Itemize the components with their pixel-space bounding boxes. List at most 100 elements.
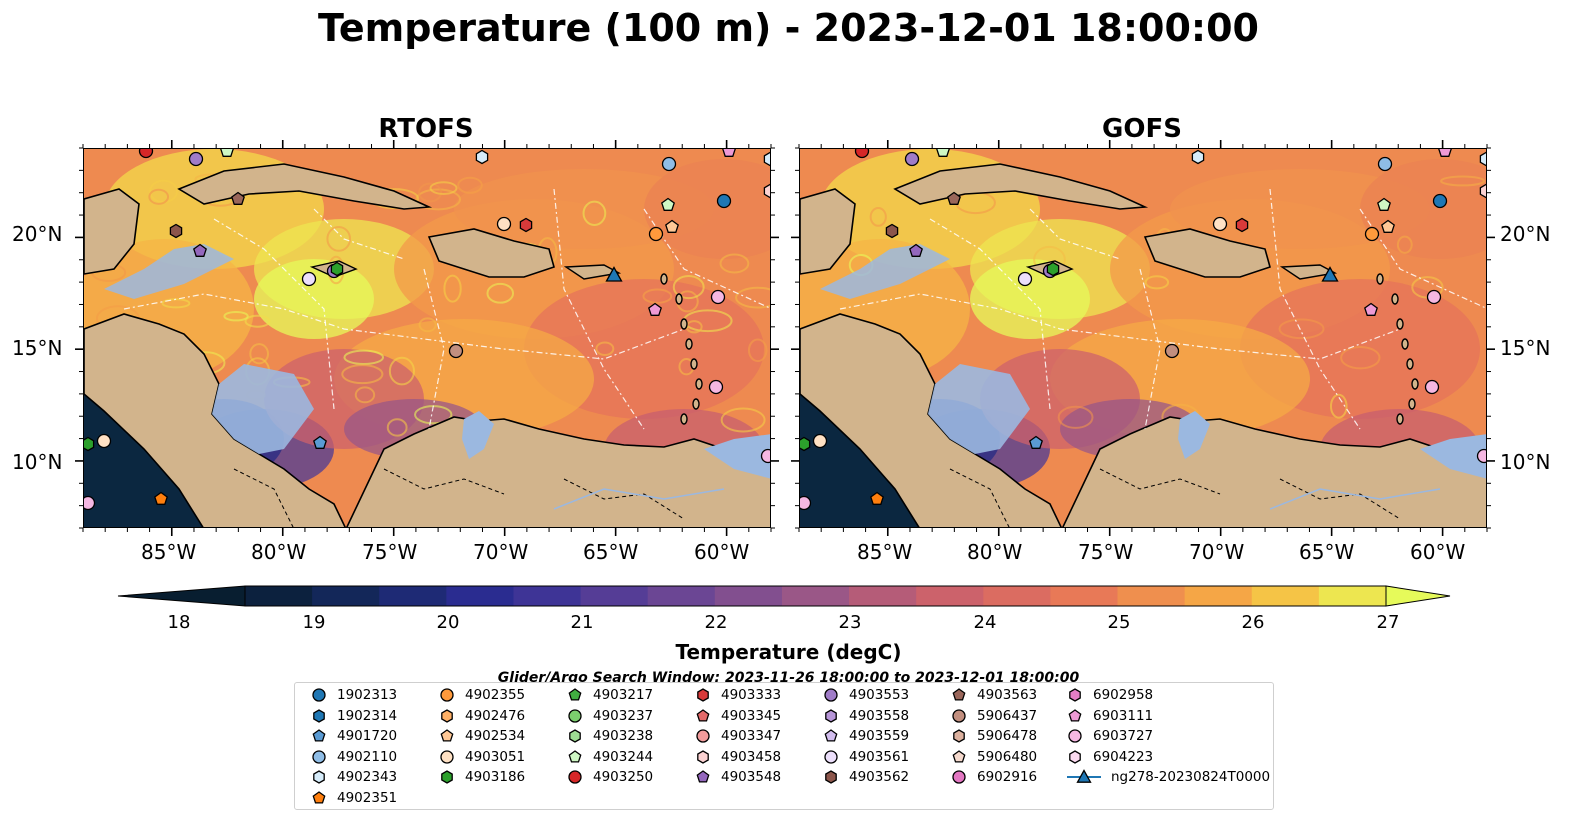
antilles-island [1376,273,1384,285]
legend-circle-icon [568,708,582,723]
float-marker-4903553 [188,151,204,167]
legend-label: 5906478 [977,728,1038,745]
float-marker-4903051 [96,433,112,449]
legend-circle-icon [1068,729,1082,743]
legend-item: 4903345 [695,706,781,726]
float-marker-4902343 [763,151,770,167]
eez-boundary [423,268,445,430]
colorbar-segment [1251,586,1320,606]
legend-item: 4902343 [311,767,397,787]
colorbar-tick-27: 27 [1376,612,1400,633]
legend-marker-icon [1067,769,1101,784]
colorbar-segment [983,586,1052,606]
float-marker-6903727 [708,379,724,395]
eddy-swirl [1057,405,1094,429]
orinoco-shelf [1420,434,1486,479]
float-marker-4903333 [1235,217,1249,233]
float-marker-4902110 [661,156,677,172]
float-marker-4903548 [909,243,923,257]
antilles-island [695,378,703,390]
legend-item: 4903559 [823,726,909,746]
float-marker-4902343 [1479,151,1486,167]
legend-circle-icon [312,688,326,702]
eddy-swirl [418,182,443,203]
yucatan-land [800,188,856,275]
float-marker-6903111 [1364,302,1378,316]
legend-item: 6903111 [1067,706,1153,726]
colorbar-segment [513,586,582,606]
central-america-land [800,313,1062,527]
float-marker-4903244 [220,149,234,157]
eddy-swirl [642,288,673,304]
eddy-swirl [747,338,768,363]
legend-marker-icon [312,750,326,764]
legend-hexagon-icon [313,770,325,785]
hispaniola-land [1143,228,1271,278]
map-rtofs [84,149,770,527]
antilles-island [675,293,683,305]
eez-boundary [553,188,645,430]
legend-marker-icon [440,729,454,742]
legend-item: 4903553 [823,685,909,705]
legend-hexagon-icon [441,770,453,785]
legend-marker-icon [568,688,582,701]
legend-circle-icon [696,729,710,743]
legend-item: 4902534 [439,726,525,746]
float-marker-4903186 [1046,261,1060,277]
colorbar-segment [580,586,649,606]
legend-marker-icon [569,729,581,743]
panel-title-rtofs: RTOFS [378,114,474,144]
eddy-swirl [148,188,170,205]
legend-circle-icon [952,770,966,785]
legend-item: 6902958 [1067,685,1153,705]
legend-label: 4903347 [721,728,782,745]
legend-marker-icon [696,729,710,743]
puerto-rico-land [1279,264,1338,280]
country-border [563,478,685,520]
legend-item: 6902916 [951,767,1037,787]
eddy-swirl [418,317,437,333]
colorbar-tick-25: 25 [1107,612,1131,633]
colorbar-label: Temperature (degC) [675,640,902,664]
legend-label: 4902110 [337,748,398,765]
eddy-swirl [343,349,385,366]
antilles-island [690,358,698,370]
legend-marker-icon [440,750,454,764]
eddy-swirl [486,282,515,304]
legend-marker-icon [952,770,966,785]
legend-marker-icon [952,749,966,763]
legend-label: 4903548 [721,769,782,786]
lat-label-20n-left: 20°N [12,222,63,246]
eddy-swirl [457,176,483,194]
lat-label-10n-right: 10°N [1500,450,1551,474]
legend-item: 6904223 [1067,747,1153,767]
legend-label: 4903553 [849,687,910,703]
antilles-island [1406,358,1414,370]
legend-marker-icon [568,770,582,785]
float-marker-4902355 [1364,226,1380,242]
legend-hexagon-icon [569,729,581,743]
legend-marker-icon [1068,708,1082,722]
legend: 1902313 1902314 4901720 4902110 4902343 49023… [294,682,1274,810]
float-marker-4902351 [870,491,884,505]
river [1269,488,1441,510]
lon-label-65w-gofs: 65°W [1299,540,1355,564]
legend-label: 6903727 [1093,728,1154,745]
antilles-island [1396,318,1404,330]
legend-pentagon-icon [440,729,454,742]
legend-item: 4903347 [695,726,781,746]
legend-label: 4902351 [337,790,398,806]
eddy-swirl [735,286,770,309]
float-marker-4902343 [475,149,489,165]
panel-title-gofs: GOFS [1102,114,1182,144]
colorbar [117,585,1451,607]
lon-label-70w-rtofs: 70°W [473,540,529,564]
colorbar-segment [312,586,380,606]
colorbar-segment [647,586,716,606]
float-marker-4903186 [800,436,811,452]
antilles-island [1396,413,1404,425]
eddy-swirl [869,207,887,227]
legend-label: 4903333 [721,687,782,703]
puerto-rico-land [563,264,622,280]
float-marker-4903458 [1479,183,1486,199]
